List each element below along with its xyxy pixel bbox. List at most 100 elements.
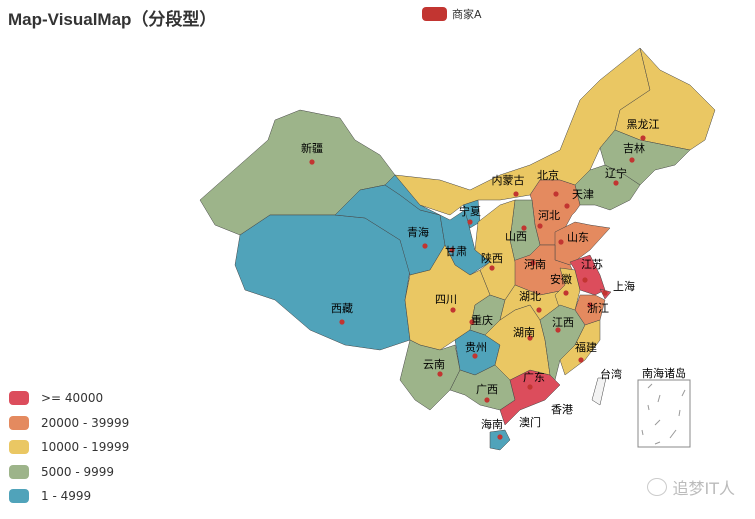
region-marker — [555, 327, 561, 333]
region-marker — [578, 357, 584, 363]
piece-label: 5000 - 9999 — [41, 464, 115, 479]
region-label: 北京 — [537, 168, 559, 182]
region-marker — [587, 302, 593, 308]
region-label: 吉林 — [623, 141, 645, 155]
island-mark — [647, 404, 650, 411]
region-label: 西藏 — [331, 302, 353, 315]
region-marker — [629, 157, 635, 163]
visual-map-piece[interactable]: 5000 - 9999 — [9, 460, 129, 485]
province-台湾[interactable] — [591, 377, 607, 406]
region-marker — [513, 191, 519, 197]
region-label: 黑龙江 — [627, 118, 660, 131]
region-marker — [497, 434, 503, 440]
province-云南[interactable] — [399, 339, 461, 411]
watermark: 追梦IT人 — [646, 475, 736, 499]
region-label: 内蒙古 — [492, 173, 525, 187]
region-label: 安徽 — [550, 272, 572, 286]
province-福建[interactable] — [559, 319, 601, 376]
region-label: 福建 — [575, 340, 597, 354]
region-marker — [602, 290, 608, 296]
region-marker — [467, 219, 473, 225]
region-marker — [437, 371, 443, 377]
province-吉林[interactable] — [599, 129, 691, 186]
south-china-sea-inset — [637, 379, 691, 448]
region-label: 湖南 — [513, 326, 535, 339]
piece-swatch — [9, 464, 29, 479]
region-label: 天津 — [572, 188, 594, 201]
province-安徽[interactable] — [554, 267, 581, 311]
province-江苏[interactable] — [569, 254, 606, 296]
visual-map-piece[interactable]: >= 40000 — [9, 386, 129, 411]
region-marker — [537, 223, 543, 229]
region-marker — [309, 159, 315, 165]
region-label: 宁夏 — [459, 204, 481, 218]
region-label: 湖北 — [519, 290, 541, 303]
island-mark — [654, 419, 661, 426]
watermark-text: 追梦IT人 — [672, 479, 736, 498]
region-marker — [553, 191, 559, 197]
region-marker — [449, 247, 455, 253]
island-mark — [647, 383, 653, 389]
region-label: 青海 — [407, 225, 429, 239]
island-mark — [657, 394, 661, 403]
province-西藏[interactable] — [234, 214, 411, 351]
piece-label: 10000 - 19999 — [41, 440, 130, 455]
region-marker — [422, 243, 428, 249]
region-label: 河南 — [524, 258, 546, 271]
region-marker — [489, 265, 495, 271]
region-label: 四川 — [435, 293, 457, 306]
region-marker — [450, 307, 456, 313]
region-label: 广东 — [523, 371, 545, 384]
region-label: 海南 — [481, 417, 503, 431]
region-label: 云南 — [423, 358, 445, 371]
region-marker — [339, 319, 345, 325]
wechat-icon — [646, 478, 667, 496]
piece-label: 1 - 4999 — [41, 489, 92, 504]
island-mark — [669, 429, 677, 439]
piece-swatch — [9, 415, 29, 430]
legend-swatch — [422, 7, 447, 21]
region-label: 南海诸岛 — [642, 366, 686, 380]
region-marker — [582, 277, 588, 283]
region-label: 上海 — [613, 279, 635, 293]
region-marker — [564, 203, 570, 209]
region-label: 山西 — [505, 230, 527, 243]
piece-label: >= 40000 — [41, 391, 104, 406]
piece-label: 20000 - 39999 — [41, 415, 130, 430]
region-label: 甘肃 — [445, 245, 467, 258]
region-marker — [484, 397, 490, 403]
region-label: 重庆 — [471, 313, 493, 327]
region-marker — [558, 239, 564, 245]
visual-map-piece[interactable]: 20000 - 39999 — [9, 411, 129, 436]
region-label: 江苏 — [581, 258, 603, 271]
region-marker — [527, 335, 533, 341]
region-label: 贵州 — [465, 341, 487, 354]
region-label: 辽宁 — [605, 166, 627, 180]
region-marker — [640, 135, 646, 141]
island-mark — [678, 409, 681, 417]
region-marker — [563, 290, 569, 296]
island-mark — [654, 441, 661, 445]
region-label: 澳门 — [519, 415, 541, 429]
region-marker — [536, 307, 542, 313]
region-marker — [613, 180, 619, 186]
region-label: 新疆 — [301, 141, 323, 155]
region-label: 山东 — [567, 231, 589, 244]
province-海南[interactable] — [489, 429, 511, 451]
region-label: 河北 — [538, 209, 560, 222]
island-mark — [681, 389, 686, 397]
region-marker — [527, 384, 533, 390]
legend-item-series[interactable]: 商家A — [422, 6, 482, 22]
region-marker — [530, 260, 536, 266]
visual-map-piece[interactable]: 10000 - 19999 — [9, 435, 129, 460]
visual-map-piece[interactable]: 1 - 4999 — [9, 484, 129, 509]
region-label: 浙江 — [587, 302, 609, 315]
region-marker — [521, 225, 527, 231]
region-label: 陕西 — [481, 251, 503, 265]
piece-swatch — [9, 489, 29, 504]
legend-label: 商家A — [452, 8, 482, 21]
region-label: 江西 — [552, 316, 574, 329]
piece-swatch — [9, 440, 29, 455]
region-label: 香港 — [551, 403, 573, 416]
